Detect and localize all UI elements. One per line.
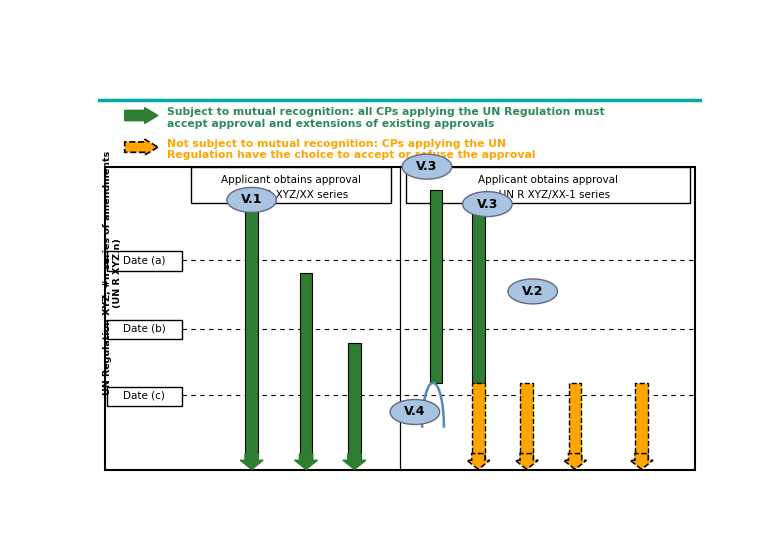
FancyBboxPatch shape xyxy=(472,383,484,462)
FancyBboxPatch shape xyxy=(569,383,581,462)
FancyBboxPatch shape xyxy=(300,273,313,462)
Text: Applicant obtains approval: Applicant obtains approval xyxy=(478,175,618,185)
FancyBboxPatch shape xyxy=(105,167,695,470)
Text: V.3: V.3 xyxy=(417,160,438,173)
FancyBboxPatch shape xyxy=(348,343,361,462)
Text: Applicant obtains approval: Applicant obtains approval xyxy=(221,175,361,185)
FancyArrow shape xyxy=(630,454,653,469)
FancyArrow shape xyxy=(467,454,490,469)
FancyBboxPatch shape xyxy=(107,320,182,339)
FancyBboxPatch shape xyxy=(191,167,391,203)
FancyArrow shape xyxy=(516,454,538,469)
FancyArrow shape xyxy=(295,454,317,469)
Text: Date (b): Date (b) xyxy=(122,324,165,334)
FancyBboxPatch shape xyxy=(472,212,484,383)
Text: V.1: V.1 xyxy=(241,193,262,206)
FancyArrow shape xyxy=(343,454,366,469)
FancyBboxPatch shape xyxy=(107,252,182,271)
Text: V.2: V.2 xyxy=(522,285,544,298)
FancyBboxPatch shape xyxy=(107,387,182,406)
Text: V.4: V.4 xyxy=(404,406,426,419)
Text: V.3: V.3 xyxy=(477,198,498,211)
Text: Date (a): Date (a) xyxy=(122,255,165,265)
FancyBboxPatch shape xyxy=(520,383,533,462)
FancyArrow shape xyxy=(125,139,158,155)
Text: to UN R XYZ/XX-1 series: to UN R XYZ/XX-1 series xyxy=(485,190,611,200)
FancyBboxPatch shape xyxy=(406,167,690,203)
Text: UN Regulation XYZ, #n series of amendments
(UN R XYZ.n): UN Regulation XYZ, #n series of amendmen… xyxy=(103,151,122,395)
FancyBboxPatch shape xyxy=(245,208,258,462)
Text: to UN R XYZ/XX series: to UN R XYZ/XX series xyxy=(233,190,349,200)
FancyArrow shape xyxy=(564,454,587,469)
Ellipse shape xyxy=(227,187,276,212)
Ellipse shape xyxy=(463,192,512,217)
FancyArrow shape xyxy=(125,107,158,124)
FancyArrow shape xyxy=(240,454,263,469)
Ellipse shape xyxy=(508,279,558,304)
Text: Date (c): Date (c) xyxy=(123,390,165,400)
Ellipse shape xyxy=(402,154,452,179)
FancyBboxPatch shape xyxy=(430,190,442,383)
Text: Not subject to mutual recognition: CPs applying the UN
Regulation have the choic: Not subject to mutual recognition: CPs a… xyxy=(167,139,536,160)
FancyBboxPatch shape xyxy=(635,383,648,462)
Text: Subject to mutual recognition: all CPs applying the UN Regulation must
accept ap: Subject to mutual recognition: all CPs a… xyxy=(167,107,604,129)
Ellipse shape xyxy=(390,400,440,424)
